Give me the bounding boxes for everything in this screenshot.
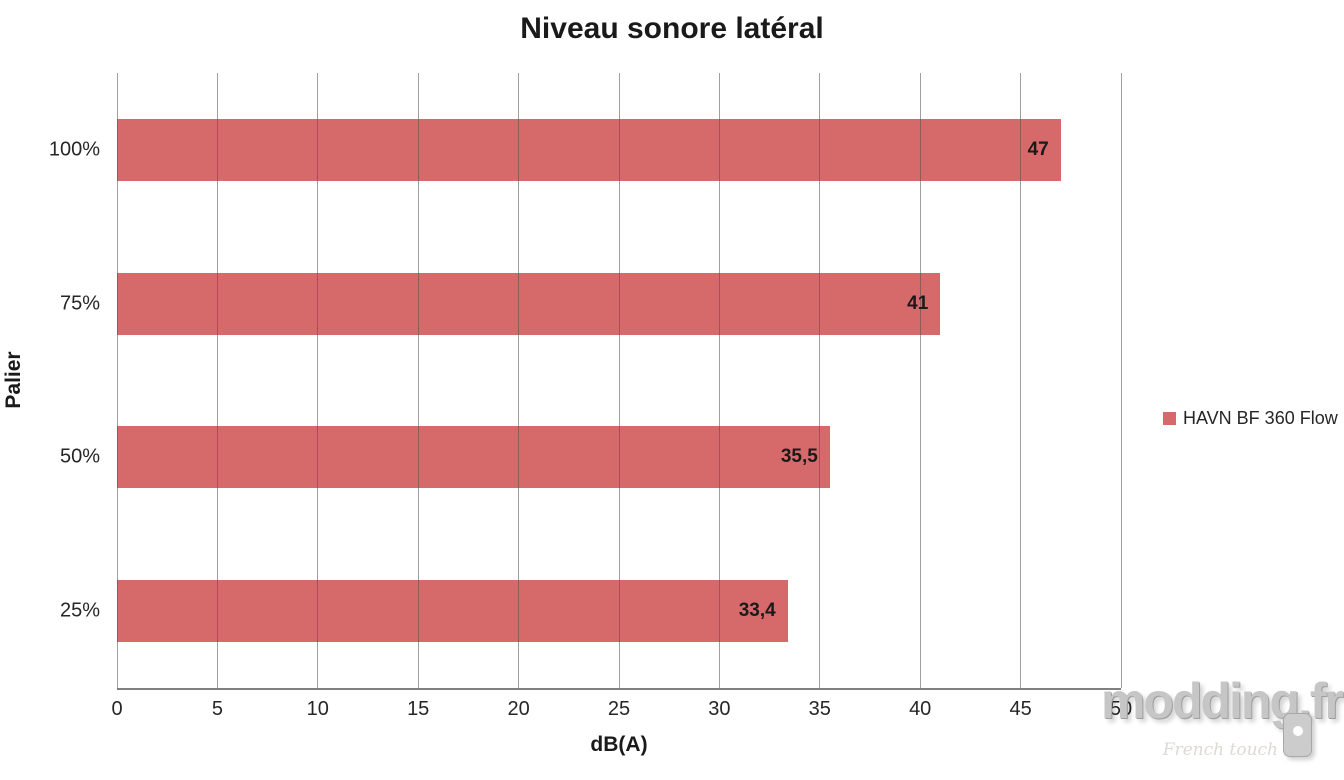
y-category-label-25%: 25% bbox=[59, 599, 100, 622]
legend-series-label: HAVN BF 360 Flow bbox=[1183, 408, 1338, 428]
gridline-x-25 bbox=[618, 73, 620, 688]
legend-marker-swatch bbox=[1163, 412, 1176, 425]
gridline-x-20 bbox=[518, 73, 520, 688]
x-axis-title: dB(A) bbox=[590, 733, 648, 756]
y-axis-title: Palier bbox=[2, 351, 25, 409]
x-tick-label-20: 20 bbox=[507, 698, 530, 720]
gridline-x-40 bbox=[919, 73, 921, 688]
gridline-x-0 bbox=[116, 73, 118, 688]
x-tick-label-35: 35 bbox=[808, 698, 831, 720]
bar-value-label: 47 bbox=[1027, 138, 1049, 160]
watermark-tagline: French touch bbox=[1162, 740, 1278, 760]
y-category-label-50%: 50% bbox=[59, 445, 100, 468]
gridline-x-10 bbox=[317, 73, 319, 688]
x-tick-label-5: 5 bbox=[211, 698, 223, 720]
x-tick-label-30: 30 bbox=[708, 698, 731, 720]
bars-layer: 33,4 35,5 41 47 bbox=[117, 73, 1121, 688]
x-tick-label-50: 50 bbox=[1109, 698, 1133, 720]
bar-25%: 33,4 bbox=[117, 580, 788, 643]
bar-75%: 41 bbox=[117, 272, 941, 335]
x-tick-label-15: 15 bbox=[407, 698, 430, 720]
x-tick-label-25: 25 bbox=[607, 698, 631, 720]
bar-50%: 35,5 bbox=[117, 426, 830, 489]
gridline-x-15 bbox=[417, 73, 419, 688]
x-tick-label-0: 0 bbox=[111, 698, 123, 720]
legend: HAVN BF 360 Flow bbox=[1163, 408, 1338, 429]
bar-value-label: 41 bbox=[907, 292, 929, 314]
bar-100%: 47 bbox=[117, 118, 1061, 181]
watermark-logo-glyph-dot bbox=[1292, 726, 1303, 736]
y-category-label-100%: 100% bbox=[48, 138, 100, 161]
watermark-logo-glyph bbox=[1283, 713, 1312, 757]
gridline-x-35 bbox=[819, 73, 821, 688]
gridline-x-30 bbox=[718, 73, 720, 688]
plot-area: 33,4 35,5 41 47 bbox=[116, 73, 1122, 690]
watermark-modding-fr: modding.fr French touch bbox=[1101, 676, 1344, 780]
x-tick-label-40: 40 bbox=[909, 698, 932, 720]
x-tick-label-45: 45 bbox=[1009, 698, 1032, 720]
gridline-x-5 bbox=[216, 73, 218, 688]
watermark-logo-text: modding.fr bbox=[1100, 673, 1344, 729]
gridline-x-45 bbox=[1020, 73, 1022, 688]
gridline-x-50 bbox=[1120, 73, 1122, 688]
bar-value-label: 33,4 bbox=[738, 600, 776, 622]
grid-layer bbox=[116, 73, 1122, 688]
bar-value-label: 35,5 bbox=[780, 446, 818, 468]
x-tick-label-10: 10 bbox=[306, 698, 329, 720]
chart-title: Niveau sonore latéral bbox=[520, 12, 824, 45]
y-category-label-75%: 75% bbox=[59, 292, 100, 315]
